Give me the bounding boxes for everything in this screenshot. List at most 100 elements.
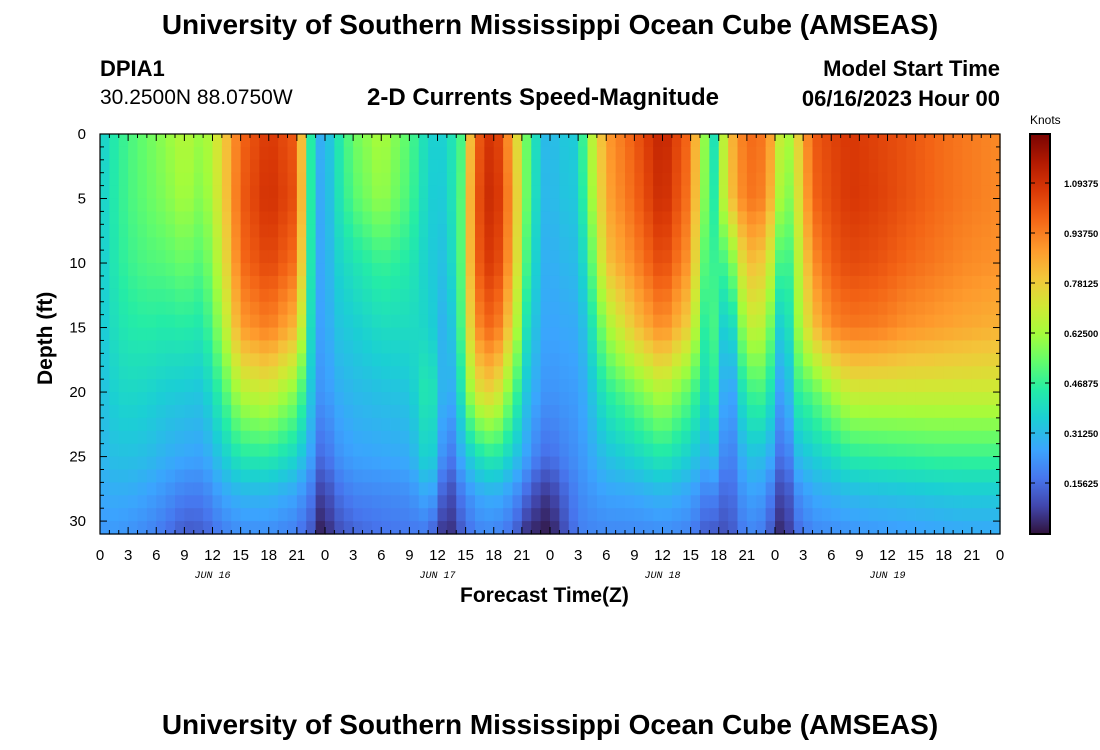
heatmap-cell xyxy=(746,340,757,354)
heatmap-cell xyxy=(559,417,570,432)
heatmap-cell xyxy=(662,263,673,277)
heatmap-cell xyxy=(184,469,195,483)
heatmap-cell xyxy=(587,379,598,393)
heatmap-cell xyxy=(109,263,120,277)
heatmap-cell xyxy=(915,366,926,380)
heatmap-cell xyxy=(700,366,710,380)
heatmap-cell xyxy=(831,275,842,290)
heatmap-cell xyxy=(334,417,345,432)
heatmap-cell xyxy=(456,211,467,225)
heatmap-cell xyxy=(343,146,354,161)
heatmap-cell xyxy=(859,456,870,471)
heatmap-cell xyxy=(259,456,270,471)
heatmap-cell xyxy=(156,198,167,213)
heatmap-cell xyxy=(240,314,251,329)
heatmap-cell xyxy=(325,314,335,329)
heatmap-cell xyxy=(587,469,598,483)
x-axis-label: Forecast Time(Z) xyxy=(460,584,629,607)
heatmap-cell xyxy=(718,146,729,161)
heatmap-cell xyxy=(221,134,232,148)
heatmap-cell xyxy=(737,456,748,471)
heatmap-cell xyxy=(915,301,926,316)
heatmap-cell xyxy=(746,263,757,277)
heatmap-cell xyxy=(615,275,626,290)
heatmap-cell xyxy=(353,146,364,161)
heatmap-cell xyxy=(231,404,242,419)
heatmap-cell xyxy=(906,250,917,264)
heatmap-cell xyxy=(971,314,982,329)
heatmap-cell xyxy=(775,146,785,161)
heatmap-cell xyxy=(493,288,504,303)
heatmap-cell xyxy=(390,340,401,354)
heatmap-cell xyxy=(728,237,739,251)
heatmap-cell xyxy=(550,469,560,483)
heatmap-cell xyxy=(840,263,851,277)
heatmap-cell xyxy=(109,198,120,213)
heatmap-cell xyxy=(240,211,251,225)
heatmap-cell xyxy=(540,224,551,238)
heatmap-cell xyxy=(896,495,907,509)
heatmap-cell xyxy=(671,392,682,406)
heatmap-cell xyxy=(287,340,298,354)
heatmap-cell xyxy=(981,456,992,471)
heatmap-cell xyxy=(503,211,514,225)
heatmap-cell xyxy=(390,237,401,251)
heatmap-cell xyxy=(812,430,823,445)
heatmap-cell xyxy=(765,288,776,303)
heatmap-cell xyxy=(756,469,767,483)
heatmap-cell xyxy=(456,430,467,445)
heatmap-cell xyxy=(409,482,420,496)
heatmap-cell xyxy=(587,159,598,174)
heatmap-cell xyxy=(775,469,785,483)
heatmap-cell xyxy=(521,185,532,200)
heatmap-cell xyxy=(709,456,720,471)
heatmap-cell xyxy=(568,250,579,264)
heatmap-cell xyxy=(409,430,420,445)
heatmap-cell xyxy=(193,404,204,419)
heatmap-cell xyxy=(400,263,410,277)
heatmap-cell xyxy=(578,469,589,483)
heatmap-cell xyxy=(953,327,964,342)
heatmap-cell xyxy=(803,263,814,277)
heatmap-cell xyxy=(231,275,242,290)
heatmap-cell xyxy=(221,495,232,509)
heatmap-cell xyxy=(334,288,345,303)
heatmap-cell xyxy=(850,134,860,148)
heatmap-cell xyxy=(465,327,476,342)
heatmap-cell xyxy=(887,211,898,225)
heatmap-cell xyxy=(212,159,223,174)
heatmap-cell xyxy=(821,404,832,419)
heatmap-cell xyxy=(850,185,860,200)
heatmap-cell xyxy=(962,211,973,225)
heatmap-cell xyxy=(315,275,326,290)
heatmap-cell xyxy=(512,430,523,445)
heatmap-cell xyxy=(268,134,279,148)
heatmap-cell xyxy=(737,198,748,213)
heatmap-cell xyxy=(606,301,617,316)
heatmap-cell xyxy=(465,134,476,148)
heatmap-cell xyxy=(803,134,814,148)
heatmap-cell xyxy=(681,198,692,213)
heatmap-cell xyxy=(175,417,185,432)
heatmap-cell xyxy=(878,379,889,393)
heatmap-cell xyxy=(728,521,739,535)
heatmap-cell xyxy=(943,430,954,445)
heatmap-cell xyxy=(653,456,664,471)
heatmap-cell xyxy=(700,134,710,148)
heatmap-cell xyxy=(559,327,570,342)
heatmap-cell xyxy=(896,482,907,496)
heatmap-cell xyxy=(850,366,860,380)
heatmap-cell xyxy=(812,237,823,251)
heatmap-cell xyxy=(325,185,335,200)
heatmap-cell xyxy=(156,301,167,316)
heatmap-cell xyxy=(240,237,251,251)
heatmap-cell xyxy=(156,159,167,174)
heatmap-cell xyxy=(606,521,617,535)
heatmap-cell xyxy=(521,172,532,187)
heatmap-cell xyxy=(146,301,157,316)
heatmap-cell xyxy=(315,482,326,496)
heatmap-cell xyxy=(587,198,598,213)
heatmap-cell xyxy=(643,482,654,496)
heatmap-cell xyxy=(831,134,842,148)
heatmap-cell xyxy=(184,521,195,535)
